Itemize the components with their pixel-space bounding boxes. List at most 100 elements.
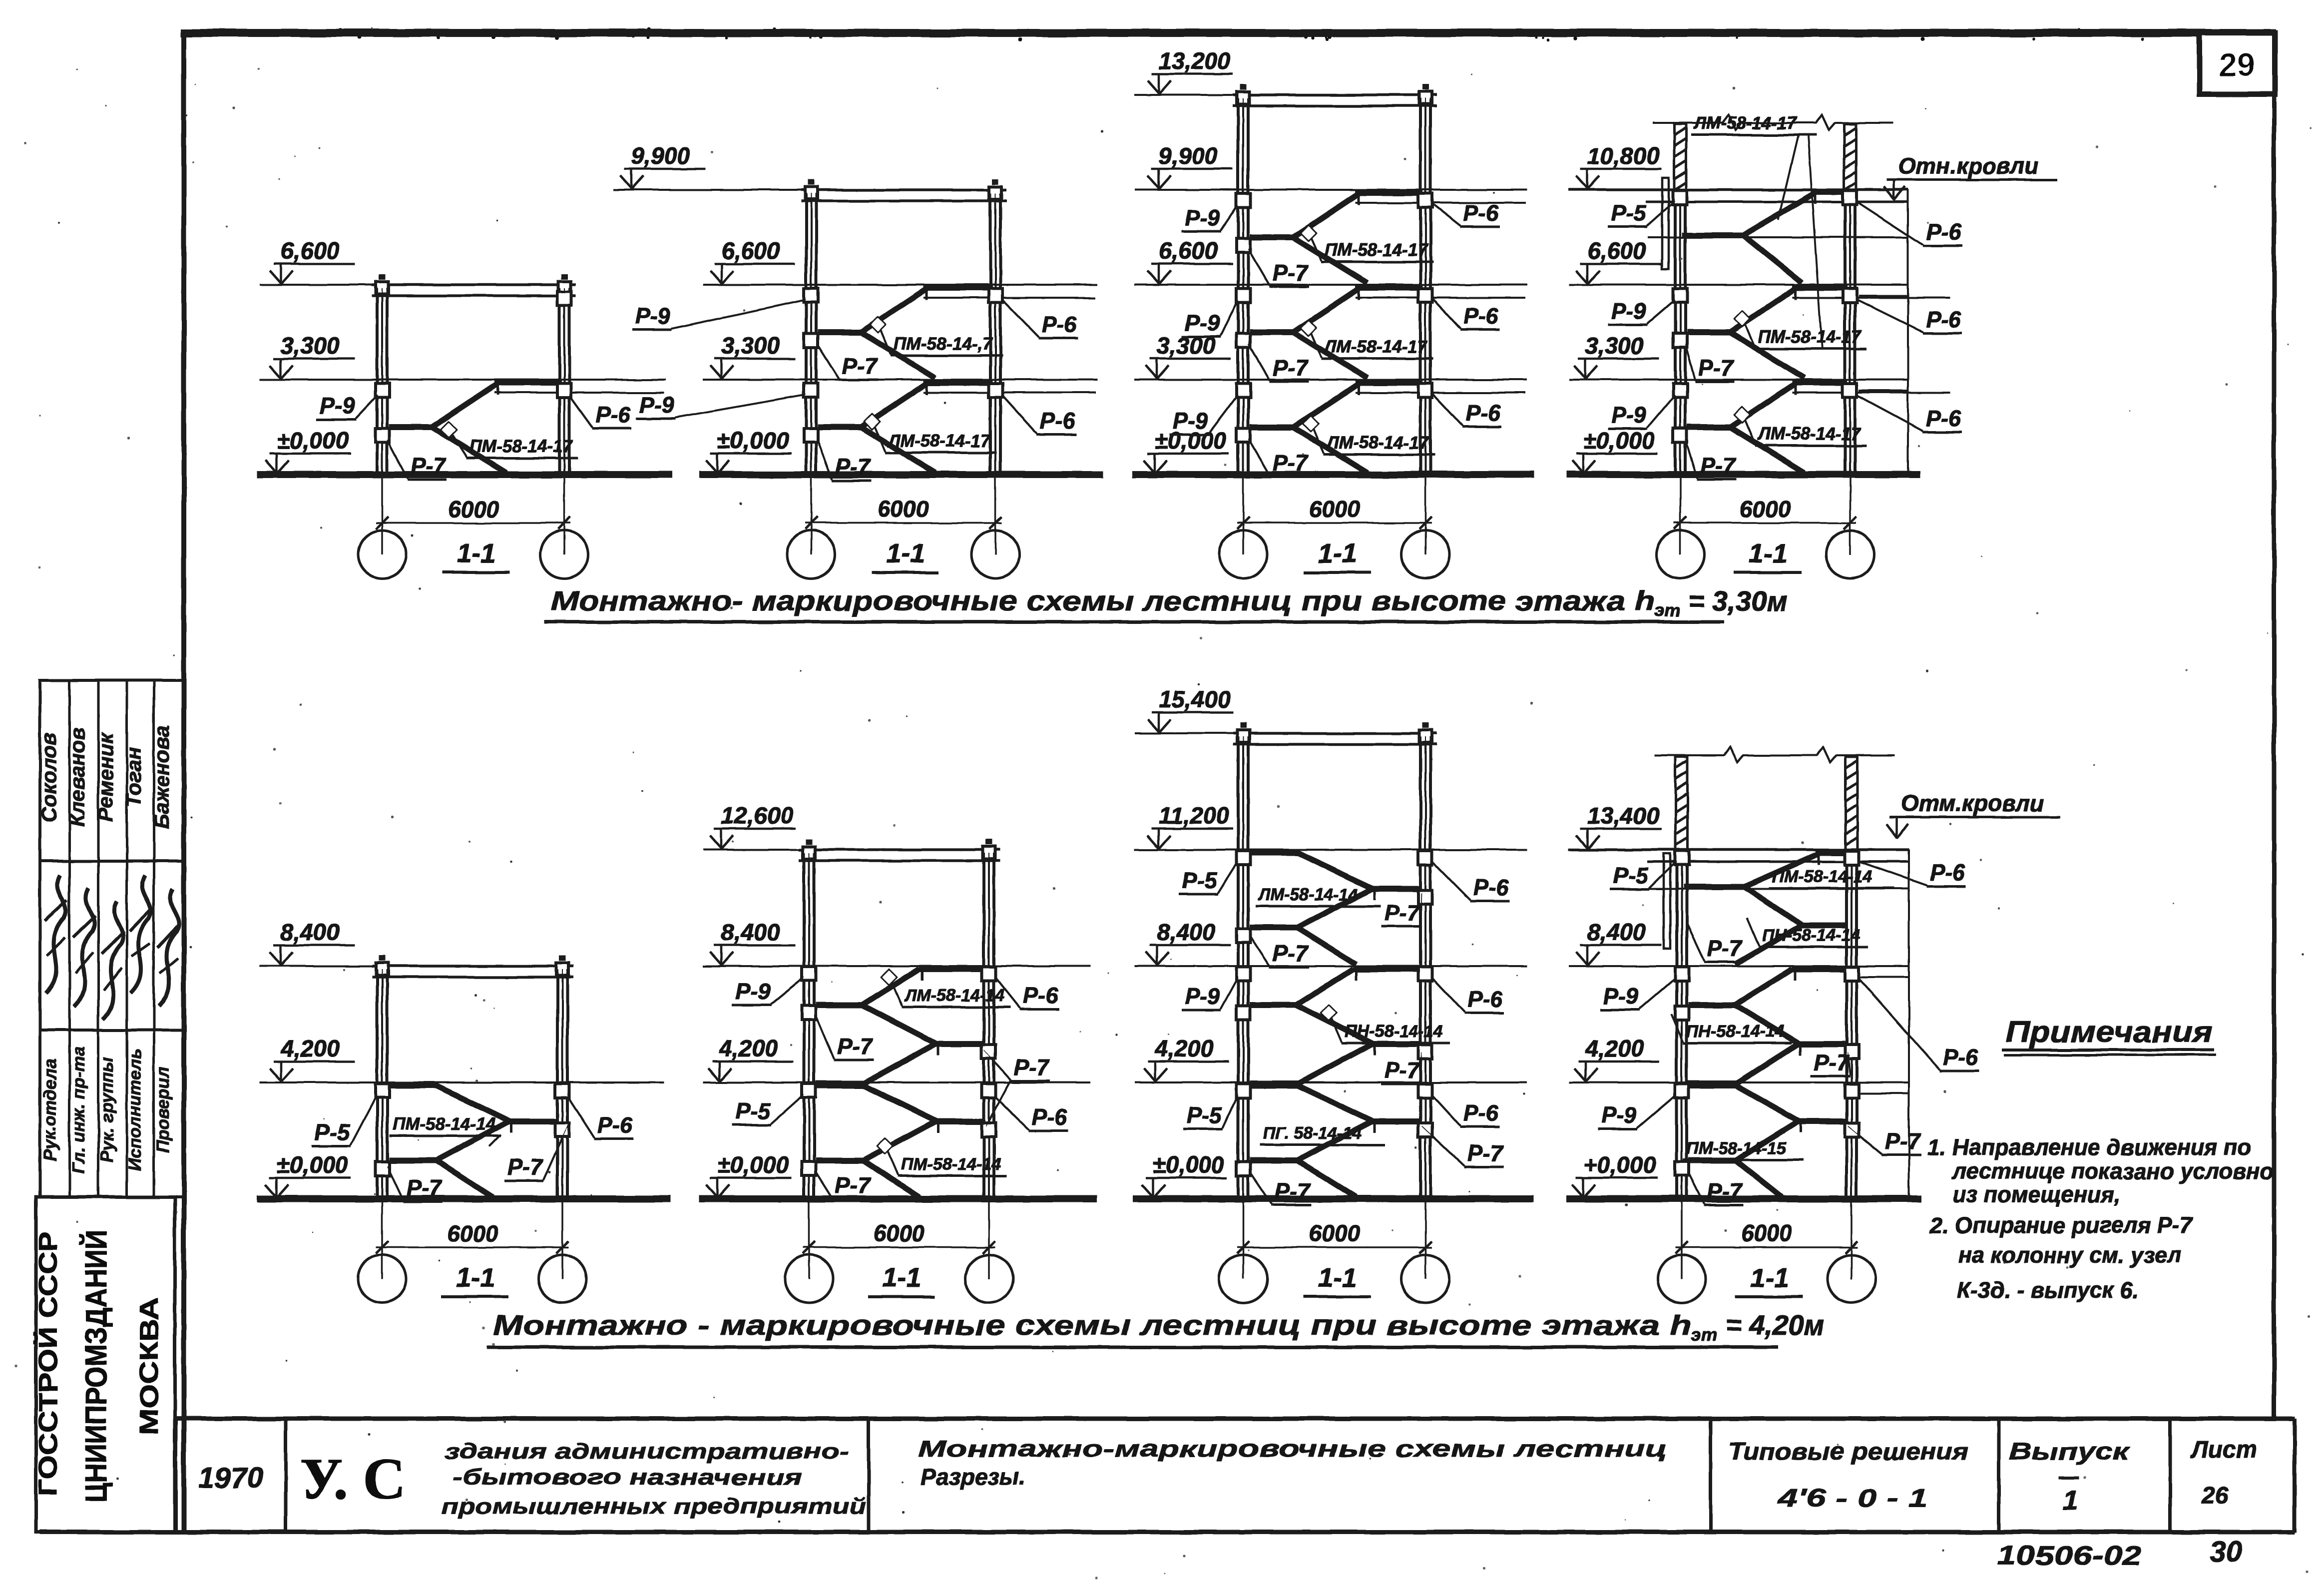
svg-text:Типовые решения: Типовые решения bbox=[1728, 1439, 1968, 1465]
svg-text:Р-9: Р-9 bbox=[1185, 984, 1220, 1009]
svg-text:ПН-58-14-14: ПН-58-14-14 bbox=[1686, 1022, 1785, 1041]
svg-text:Р-9: Р-9 bbox=[635, 303, 670, 329]
svg-text:здания административно-: здания административно- bbox=[445, 1439, 849, 1464]
svg-text:Р-6: Р-6 bbox=[597, 1112, 633, 1138]
svg-text:6000: 6000 bbox=[448, 496, 499, 522]
svg-text:6000: 6000 bbox=[447, 1220, 498, 1246]
svg-text:Р-9: Р-9 bbox=[1611, 298, 1646, 324]
svg-text:6,600: 6,600 bbox=[1587, 237, 1646, 264]
svg-text:-бытового назначения: -бытового назначения bbox=[453, 1465, 802, 1490]
svg-text:МОСКВА: МОСКВА bbox=[135, 1298, 164, 1435]
svg-text:Отм.кровли: Отм.кровли bbox=[1901, 790, 2044, 816]
svg-text:Р-9: Р-9 bbox=[1185, 205, 1220, 231]
svg-text:10506-02: 10506-02 bbox=[1997, 1541, 2142, 1571]
svg-text:±0,000: ±0,000 bbox=[717, 427, 789, 454]
svg-text:Р-6: Р-6 bbox=[1926, 219, 1961, 245]
svg-text:Р-7: Р-7 bbox=[407, 1175, 443, 1201]
svg-text:1-1: 1-1 bbox=[1318, 1263, 1357, 1293]
svg-text:Примечания: Примечания bbox=[2005, 1015, 2213, 1049]
svg-text:Выпуск: Выпуск bbox=[2009, 1439, 2130, 1465]
svg-text:Соколов: Соколов bbox=[37, 732, 60, 822]
svg-text:Р-7: Р-7 bbox=[1814, 1050, 1850, 1075]
svg-text:1: 1 bbox=[2063, 1484, 2078, 1516]
svg-text:Р-7: Р-7 bbox=[835, 454, 871, 480]
svg-text:Разрезы.: Разрезы. bbox=[921, 1464, 1025, 1490]
svg-text:Р-9: Р-9 bbox=[1611, 402, 1646, 428]
svg-text:ПГ. 58-14-14: ПГ. 58-14-14 bbox=[1263, 1124, 1362, 1143]
svg-text:ПМ-58-14-17: ПМ-58-14-17 bbox=[1325, 240, 1428, 260]
svg-text:±0,000: ±0,000 bbox=[1155, 427, 1226, 454]
svg-text:6000: 6000 bbox=[878, 496, 929, 522]
svg-text:ЛМ-58-14-17: ЛМ-58-14-17 bbox=[1693, 113, 1797, 133]
svg-text:Р-6: Р-6 bbox=[1032, 1104, 1067, 1130]
svg-text:9,900: 9,900 bbox=[1159, 142, 1218, 169]
svg-text:Р-9: Р-9 bbox=[1173, 408, 1208, 434]
svg-text:4,200: 4,200 bbox=[1154, 1035, 1214, 1061]
svg-text:8,400: 8,400 bbox=[721, 919, 780, 945]
svg-text:1-1: 1-1 bbox=[1318, 538, 1357, 568]
svg-text:Клеванов: Клеванов bbox=[65, 727, 89, 827]
svg-text:3,300: 3,300 bbox=[721, 332, 780, 359]
svg-text:4,200: 4,200 bbox=[280, 1035, 340, 1061]
svg-text:13,200: 13,200 bbox=[1159, 47, 1231, 74]
svg-text:6000: 6000 bbox=[874, 1220, 925, 1246]
svg-text:эт: эт bbox=[1691, 1324, 1717, 1345]
svg-text:Монтажно - маркировочные сх: Монтажно - маркировочные схемы лестниц п… bbox=[493, 1309, 1692, 1341]
svg-text:6000: 6000 bbox=[1309, 1220, 1361, 1246]
svg-text:Р-5: Р-5 bbox=[1613, 863, 1649, 888]
svg-text:ЛМ-58-14-17: ЛМ-58-14-17 bbox=[1323, 337, 1427, 357]
svg-text:Р-7: Р-7 bbox=[1707, 936, 1743, 961]
svg-text:Р-7: Р-7 bbox=[1885, 1128, 1921, 1154]
svg-text:Р-5: Р-5 bbox=[1182, 868, 1217, 893]
svg-text:Р-9: Р-9 bbox=[735, 979, 770, 1004]
svg-text:Р-5: Р-5 bbox=[735, 1098, 771, 1124]
svg-text:Р-6: Р-6 bbox=[1926, 406, 1961, 431]
svg-text:1-1: 1-1 bbox=[883, 1263, 922, 1293]
svg-text:Р-6: Р-6 bbox=[1023, 983, 1058, 1008]
svg-text:11,200: 11,200 bbox=[1159, 802, 1229, 829]
svg-text:Р-7: Р-7 bbox=[1275, 1178, 1311, 1204]
svg-text:Отн.кровли: Отн.кровли bbox=[1898, 153, 2038, 179]
svg-text:Р-7: Р-7 bbox=[1698, 355, 1734, 381]
svg-text:3,300: 3,300 bbox=[281, 332, 340, 359]
svg-text:лестнице показано условно: лестнице показано условно bbox=[1951, 1158, 2274, 1184]
svg-text:Проверил: Проверил bbox=[153, 1067, 173, 1153]
svg-text:Р-7: Р-7 bbox=[1467, 1140, 1503, 1166]
svg-text:Р-7: Р-7 bbox=[1700, 453, 1736, 479]
svg-text:ПН-58-14-14: ПН-58-14-14 bbox=[1345, 1022, 1443, 1041]
svg-text:±0,000: ±0,000 bbox=[277, 427, 348, 454]
svg-text:13,400: 13,400 bbox=[1587, 802, 1659, 829]
svg-text:ЛМ-58-14-14: ЛМ-58-14-14 bbox=[1257, 885, 1358, 904]
svg-text:Р-6: Р-6 bbox=[1465, 400, 1501, 426]
svg-text:6,600: 6,600 bbox=[281, 237, 340, 264]
svg-text:Р-9: Р-9 bbox=[639, 392, 674, 418]
svg-text:на колонну см. узел: на колонну см. узел bbox=[1958, 1242, 2182, 1268]
svg-text:Ременик: Ременик bbox=[94, 732, 117, 822]
svg-text:Р-6: Р-6 bbox=[1467, 987, 1503, 1012]
svg-text:Р-7: Р-7 bbox=[1014, 1055, 1050, 1080]
svg-text:ПН-58-14-14: ПН-58-14-14 bbox=[1762, 926, 1860, 945]
svg-text:Р-7: Р-7 bbox=[1707, 1178, 1743, 1204]
svg-text:1-1: 1-1 bbox=[887, 538, 926, 568]
svg-text:У. С: У. С bbox=[300, 1446, 406, 1512]
svg-text:ЛМ-58-14-17: ЛМ-58-14-17 bbox=[887, 431, 991, 451]
svg-text:Р-7: Р-7 bbox=[411, 453, 447, 479]
svg-text:Р-6: Р-6 bbox=[1463, 1100, 1499, 1126]
svg-text:Р-9: Р-9 bbox=[1601, 1102, 1636, 1128]
svg-text:Р-6: Р-6 bbox=[1473, 875, 1509, 900]
svg-text:1-1: 1-1 bbox=[1750, 1263, 1789, 1293]
svg-text:Р-5: Р-5 bbox=[1187, 1102, 1222, 1128]
svg-text:Р-7: Р-7 bbox=[507, 1154, 543, 1180]
svg-text:Р-7: Р-7 bbox=[1273, 450, 1309, 476]
svg-text:1-1: 1-1 bbox=[457, 538, 496, 568]
svg-text:ПМ-58-14-17: ПМ-58-14-17 bbox=[1758, 327, 1862, 347]
svg-text:2. Опирание ригеля Р-7: 2. Опирание ригеля Р-7 bbox=[1929, 1212, 2193, 1238]
svg-text:ПМ-58-14-14: ПМ-58-14-14 bbox=[901, 1155, 1001, 1174]
svg-text:= 4,20м: = 4,20м bbox=[1725, 1309, 1825, 1341]
svg-text:±0,000: ±0,000 bbox=[1153, 1151, 1224, 1178]
svg-text:±0,000: ±0,000 bbox=[717, 1151, 789, 1178]
svg-text:ПМ-58-14-,7: ПМ-58-14-,7 bbox=[894, 334, 993, 354]
svg-text:3,300: 3,300 bbox=[1585, 332, 1644, 359]
svg-text:Р-6: Р-6 bbox=[595, 402, 631, 428]
svg-text:Р-7: Р-7 bbox=[1385, 1058, 1420, 1083]
